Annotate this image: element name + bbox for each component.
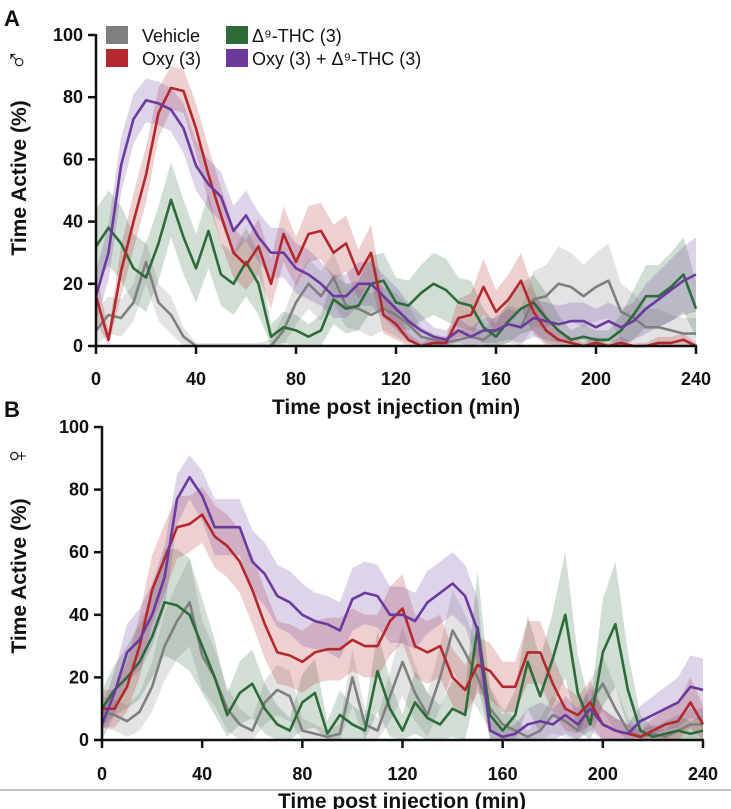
panel-a-x-axis-label: Time post injection (min) [272,396,520,419]
legend: Vehicle Δ⁹-THC (3) Oxy (3) Oxy (3) + Δ⁹-… [106,26,421,69]
panel-a-y-tick-label: 60 [63,149,83,169]
legend-label-thc: Δ⁹-THC (3) [252,26,342,46]
panel-a-y-tick-label: 20 [63,274,83,294]
panel-b-x-axis-label: Time post injection (min) [278,790,526,809]
panel-a-axes: 0 40 80 120 160 200 240 0 20 40 60 80 100 [53,25,711,389]
panel-b-y-axis-label: Time Active (%) [8,498,31,653]
panel-a-line-thc [94,198,698,342]
panel-a-x-tick-label: 40 [186,369,206,389]
panel-a-label: A [4,6,20,31]
panel-b-x-tick-label: 80 [292,764,312,784]
legend-swatch-thc [226,26,248,44]
panel-b-y-tick-label: 0 [79,730,89,750]
panel-a-band-thc [96,162,696,346]
panel-a: A 0 40 80 120 160 200 240 0 20 40 60 80 100 Time pos… [1,6,711,419]
panel-b-x-tick-label: 0 [97,764,107,784]
legend-label-oxy: Oxy (3) [142,49,201,69]
panel-a-y-tick-label: 40 [63,212,83,232]
panel-a-x-tick-label: 200 [581,369,611,389]
panel-a-x-tick-label: 240 [681,369,711,389]
panel-b-y-tick-label: 80 [69,480,89,500]
panel-b-y-tick-label: 100 [59,417,89,437]
panel-a-y-axis-label: Time Active (%) [8,100,31,255]
panel-b-y-tick-label: 20 [69,667,89,687]
panel-b-band-thc [102,549,703,740]
panel-a-error-bands [96,66,696,346]
panel-a-x-tick-label: 80 [286,369,306,389]
panel-b-line-thc [100,600,704,739]
panel-a-y-tick-label: 80 [63,87,83,107]
panel-b-x-tick-label: 240 [688,764,718,784]
panel-a-line-oxy [94,86,697,348]
male-symbol: ♂ [1,49,34,72]
panel-a-y-tick-label: 0 [73,336,83,356]
panel-b: B 0 40 80 120 160 200 240 0 20 40 60 80 100 Time pos… [1,397,718,809]
panel-b-band-oxy-thc [102,455,703,740]
legend-swatch-oxy-thc [226,49,248,67]
panel-b-line-vehicle [101,600,703,739]
legend-label-vehicle: Vehicle [142,26,200,46]
panel-b-line-oxy-thc [100,475,704,739]
legend-swatch-oxy [106,49,128,67]
panel-b-y-tick-label: 40 [69,605,89,625]
panel-a-x-tick-label: 160 [481,369,511,389]
panel-b-label: B [4,397,20,422]
legend-label-oxy-thc: Oxy (3) + Δ⁹-THC (3) [252,49,421,69]
panel-b-y-tick-label: 60 [69,542,89,562]
panel-a-band-oxy [96,66,696,346]
panel-a-line-oxy-thc [94,99,697,342]
panel-a-x-tick-label: 0 [91,369,101,389]
female-symbol: ♀ [1,445,34,468]
panel-a-y-tick-label: 100 [53,25,83,45]
panel-b-axes: 0 40 80 120 160 200 240 0 20 40 60 80 100 [59,417,718,784]
panel-b-lines [100,475,705,739]
panel-a-x-tick-label: 120 [381,369,411,389]
panel-b-x-tick-label: 200 [588,764,618,784]
panel-b-band-oxy [102,486,703,740]
panel-b-error-bands [102,455,703,740]
panel-b-x-tick-label: 40 [192,764,212,784]
panel-b-x-tick-label: 160 [488,764,518,784]
panel-b-x-tick-label: 120 [387,764,417,784]
legend-swatch-vehicle [106,26,128,44]
panel-b-band-vehicle [102,558,703,740]
